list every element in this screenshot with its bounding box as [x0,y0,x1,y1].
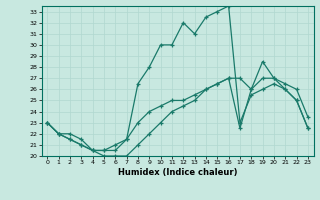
X-axis label: Humidex (Indice chaleur): Humidex (Indice chaleur) [118,168,237,177]
